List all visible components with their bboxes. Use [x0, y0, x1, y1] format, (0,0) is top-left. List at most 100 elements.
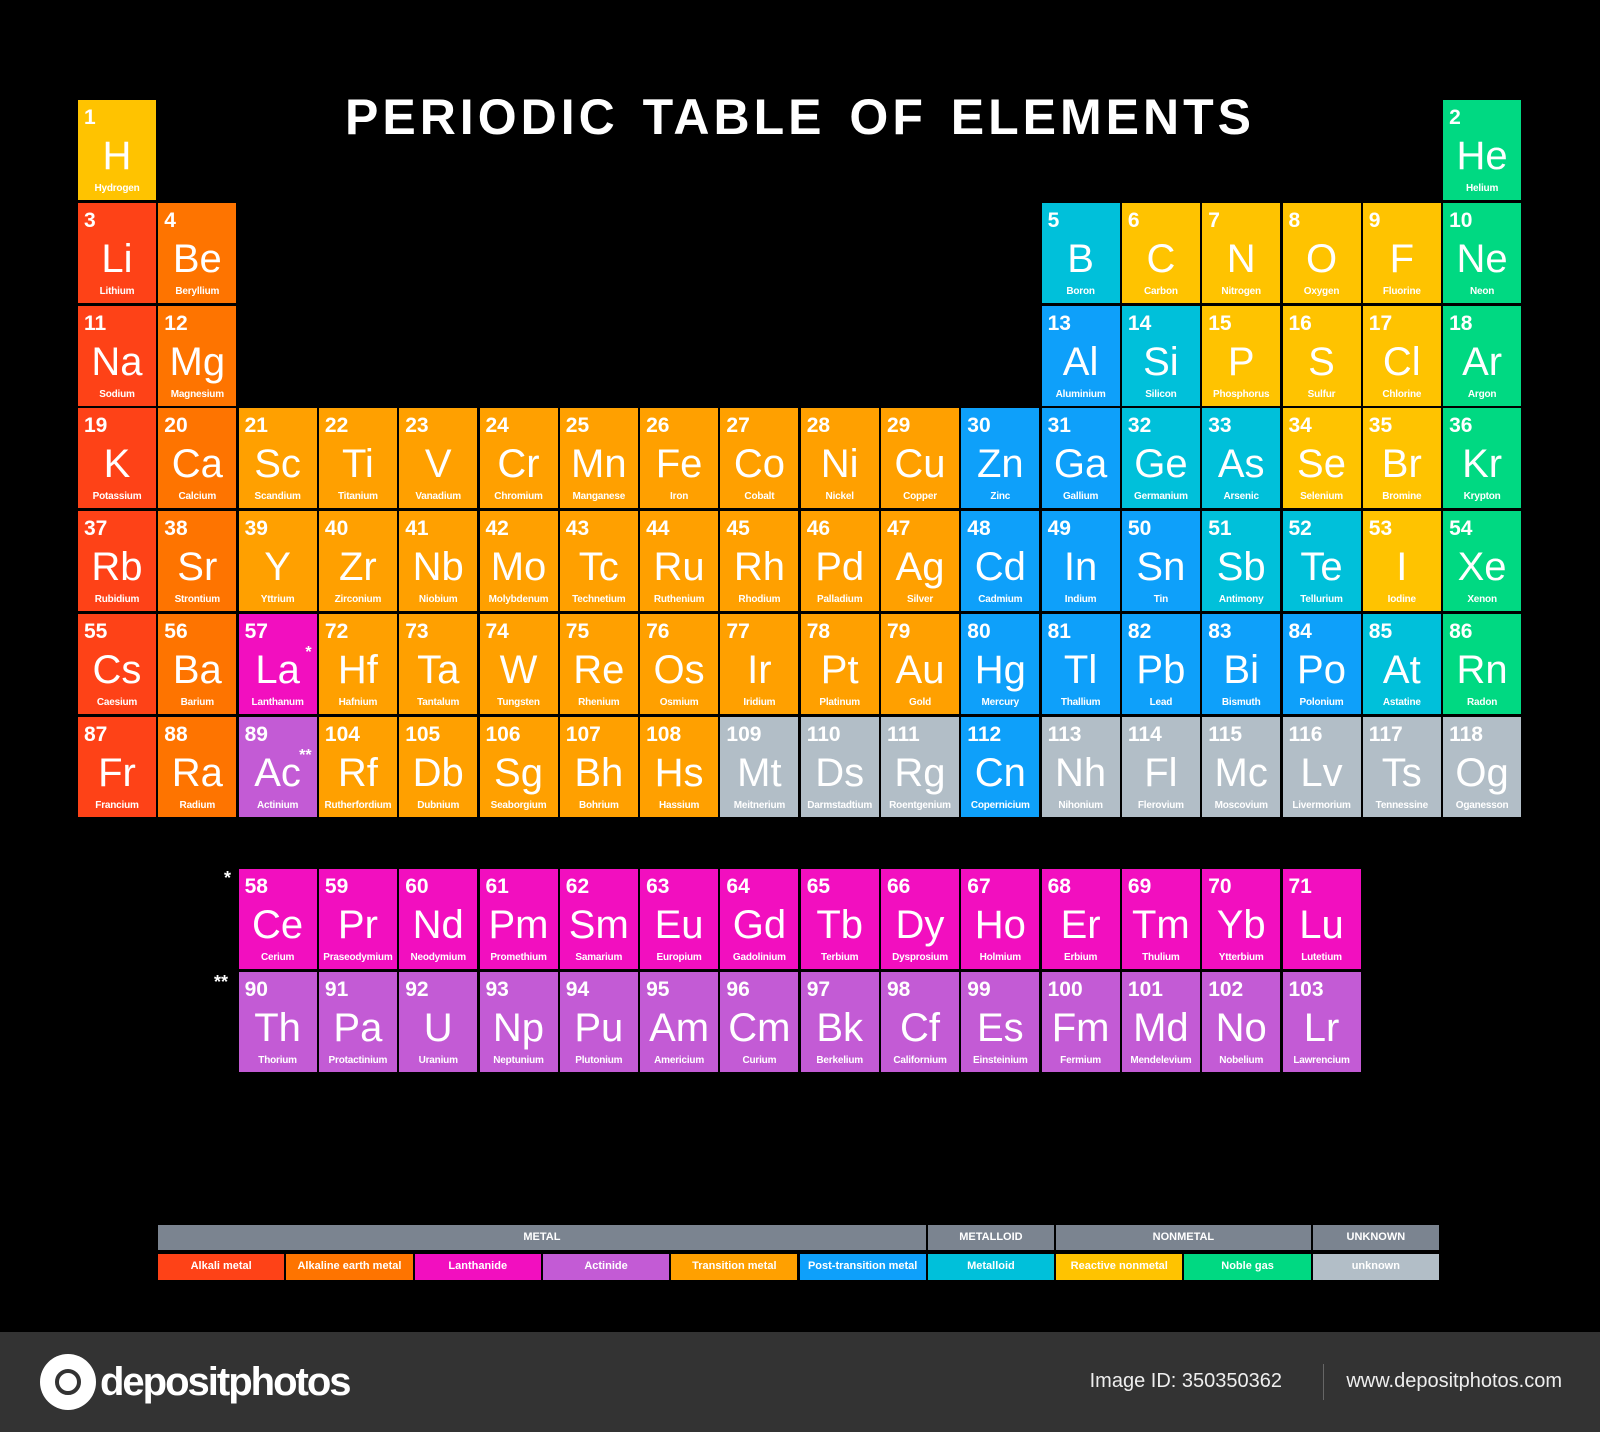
element-iodine[interactable]: 53 I Iodine: [1362, 511, 1441, 612]
element-sodium[interactable]: 11 Na Sodium: [78, 305, 156, 406]
element-ytterbium[interactable]: 70 Yb Ytterbium: [1202, 869, 1281, 969]
element-flerovium[interactable]: 114 Fl Flerovium: [1121, 716, 1200, 817]
element-hassium[interactable]: 108 Hs Hassium: [640, 716, 719, 817]
element-thallium[interactable]: 81 Tl Thallium: [1041, 614, 1120, 714]
element-niobium[interactable]: 41 Nb Niobium: [399, 511, 478, 612]
element-arsenic[interactable]: 33 As Arsenic: [1202, 408, 1281, 509]
element-lawrencium[interactable]: 103 Lr Lawrencium: [1282, 971, 1361, 1072]
element-tin[interactable]: 50 Sn Tin: [1121, 511, 1200, 612]
element-rhenium[interactable]: 75 Re Rhenium: [559, 614, 638, 714]
element-chlorine[interactable]: 17 Cl Chlorine: [1362, 305, 1441, 406]
element-actinium[interactable]: 89 Ac Actinium **: [238, 716, 317, 817]
element-copernicium[interactable]: 112 Cn Copernicium: [961, 716, 1040, 817]
element-promethium[interactable]: 61 Pm Promethium: [479, 869, 558, 969]
element-mendelevium[interactable]: 101 Md Mendelevium: [1121, 971, 1200, 1072]
element-beryllium[interactable]: 4 Be Beryllium: [158, 202, 237, 303]
element-selenium[interactable]: 34 Se Selenium: [1282, 408, 1361, 509]
element-thulium[interactable]: 69 Tm Thulium: [1121, 869, 1200, 969]
element-fluorine[interactable]: 9 F Fluorine: [1362, 202, 1441, 303]
element-magnesium[interactable]: 12 Mg Magnesium: [158, 305, 237, 406]
element-dubnium[interactable]: 105 Db Dubnium: [399, 716, 478, 817]
element-moscovium[interactable]: 115 Mc Moscovium: [1202, 716, 1281, 817]
element-cerium[interactable]: 58 Ce Cerium: [238, 869, 317, 969]
element-caesium[interactable]: 55 Cs Caesium: [78, 614, 156, 714]
element-hafnium[interactable]: 72 Hf Hafnium: [318, 614, 397, 714]
element-radon[interactable]: 86 Rn Radon: [1443, 614, 1522, 714]
element-xenon[interactable]: 54 Xe Xenon: [1443, 511, 1522, 612]
element-dysprosium[interactable]: 66 Dy Dysprosium: [881, 869, 959, 969]
element-plutonium[interactable]: 94 Pu Plutonium: [559, 971, 638, 1072]
element-roentgenium[interactable]: 111 Rg Roentgenium: [881, 716, 959, 817]
element-hydrogen[interactable]: 1 H Hydrogen: [78, 100, 156, 200]
element-americium[interactable]: 95 Am Americium: [640, 971, 719, 1072]
element-polonium[interactable]: 84 Po Polonium: [1282, 614, 1361, 714]
element-holmium[interactable]: 67 Ho Holmium: [961, 869, 1040, 969]
element-curium[interactable]: 96 Cm Curium: [720, 971, 799, 1072]
element-fermium[interactable]: 100 Fm Fermium: [1041, 971, 1120, 1072]
element-neon[interactable]: 10 Ne Neon: [1443, 202, 1522, 303]
element-iron[interactable]: 26 Fe Iron: [640, 408, 719, 509]
element-iridium[interactable]: 77 Ir Iridium: [720, 614, 799, 714]
element-germanium[interactable]: 32 Ge Germanium: [1121, 408, 1200, 509]
element-ruthenium[interactable]: 44 Ru Ruthenium: [640, 511, 719, 612]
element-chromium[interactable]: 24 Cr Chromium: [479, 408, 558, 509]
element-zinc[interactable]: 30 Zn Zinc: [961, 408, 1040, 509]
element-bismuth[interactable]: 83 Bi Bismuth: [1202, 614, 1281, 714]
element-aluminium[interactable]: 13 Al Aluminium: [1041, 305, 1120, 406]
element-technetium[interactable]: 43 Tc Technetium: [559, 511, 638, 612]
element-europium[interactable]: 63 Eu Europium: [640, 869, 719, 969]
element-terbium[interactable]: 65 Tb Terbium: [800, 869, 879, 969]
element-copper[interactable]: 29 Cu Copper: [881, 408, 959, 509]
element-lead[interactable]: 82 Pb Lead: [1121, 614, 1200, 714]
element-livermorium[interactable]: 116 Lv Livermorium: [1282, 716, 1361, 817]
element-darmstadtium[interactable]: 110 Ds Darmstadtium: [800, 716, 879, 817]
element-meitnerium[interactable]: 109 Mt Meitnerium: [720, 716, 799, 817]
element-californium[interactable]: 98 Cf Californium: [881, 971, 959, 1072]
element-francium[interactable]: 87 Fr Francium: [78, 716, 156, 817]
element-helium[interactable]: 2 He Helium: [1443, 100, 1522, 200]
element-oganesson[interactable]: 118 Og Oganesson: [1443, 716, 1522, 817]
element-platinum[interactable]: 78 Pt Platinum: [800, 614, 879, 714]
element-nobelium[interactable]: 102 No Nobelium: [1202, 971, 1281, 1072]
element-calcium[interactable]: 20 Ca Calcium: [158, 408, 237, 509]
element-berkelium[interactable]: 97 Bk Berkelium: [800, 971, 879, 1072]
element-erbium[interactable]: 68 Er Erbium: [1041, 869, 1120, 969]
element-argon[interactable]: 18 Ar Argon: [1443, 305, 1522, 406]
element-antimony[interactable]: 51 Sb Antimony: [1202, 511, 1281, 612]
element-neodymium[interactable]: 60 Nd Neodymium: [399, 869, 478, 969]
element-tellurium[interactable]: 52 Te Tellurium: [1282, 511, 1361, 612]
element-rutherfordium[interactable]: 104 Rf Rutherfordium: [318, 716, 397, 817]
element-barium[interactable]: 56 Ba Barium: [158, 614, 237, 714]
element-neptunium[interactable]: 93 Np Neptunium: [479, 971, 558, 1072]
element-lutetium[interactable]: 71 Lu Lutetium: [1282, 869, 1361, 969]
element-radium[interactable]: 88 Ra Radium: [158, 716, 237, 817]
element-sulfur[interactable]: 16 S Sulfur: [1282, 305, 1361, 406]
element-manganese[interactable]: 25 Mn Manganese: [559, 408, 638, 509]
element-strontium[interactable]: 38 Sr Strontium: [158, 511, 237, 612]
element-bohrium[interactable]: 107 Bh Bohrium: [559, 716, 638, 817]
element-indium[interactable]: 49 In Indium: [1041, 511, 1120, 612]
element-tungsten[interactable]: 74 W Tungsten: [479, 614, 558, 714]
element-molybdenum[interactable]: 42 Mo Molybdenum: [479, 511, 558, 612]
element-titanium[interactable]: 22 Ti Titanium: [318, 408, 397, 509]
element-protactinium[interactable]: 91 Pa Protactinium: [318, 971, 397, 1072]
element-yttrium[interactable]: 39 Y Yttrium: [238, 511, 317, 612]
element-uranium[interactable]: 92 U Uranium: [399, 971, 478, 1072]
element-nihonium[interactable]: 113 Nh Nihonium: [1041, 716, 1120, 817]
element-thorium[interactable]: 90 Th Thorium: [238, 971, 317, 1072]
element-bromine[interactable]: 35 Br Bromine: [1362, 408, 1441, 509]
element-silver[interactable]: 47 Ag Silver: [881, 511, 959, 612]
element-silicon[interactable]: 14 Si Silicon: [1121, 305, 1200, 406]
element-einsteinium[interactable]: 99 Es Einsteinium: [961, 971, 1040, 1072]
element-cobalt[interactable]: 27 Co Cobalt: [720, 408, 799, 509]
element-palladium[interactable]: 46 Pd Palladium: [800, 511, 879, 612]
element-mercury[interactable]: 80 Hg Mercury: [961, 614, 1040, 714]
element-oxygen[interactable]: 8 O Oxygen: [1282, 202, 1361, 303]
element-cadmium[interactable]: 48 Cd Cadmium: [961, 511, 1040, 612]
element-rhodium[interactable]: 45 Rh Rhodium: [720, 511, 799, 612]
element-boron[interactable]: 5 B Boron: [1041, 202, 1120, 303]
element-astatine[interactable]: 85 At Astatine: [1362, 614, 1441, 714]
element-samarium[interactable]: 62 Sm Samarium: [559, 869, 638, 969]
element-seaborgium[interactable]: 106 Sg Seaborgium: [479, 716, 558, 817]
element-lithium[interactable]: 3 Li Lithium: [78, 202, 156, 303]
